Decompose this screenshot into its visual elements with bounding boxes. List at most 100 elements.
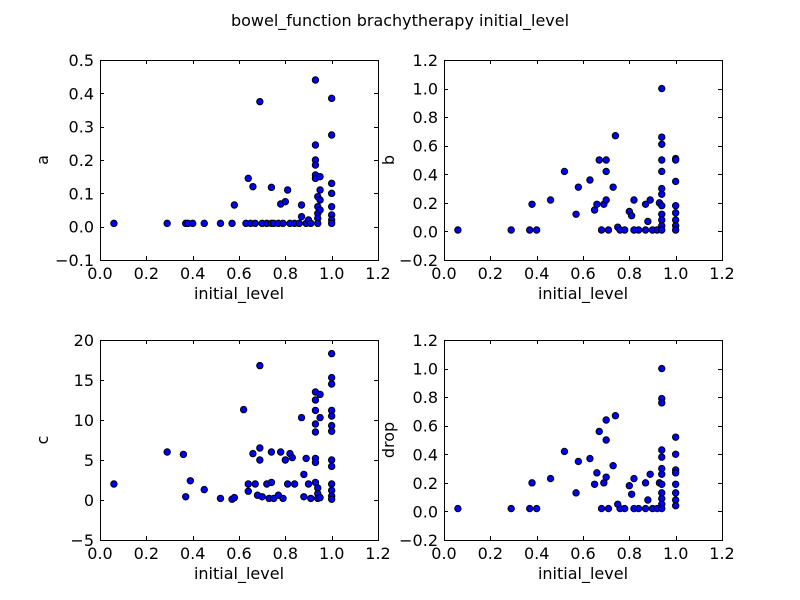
x-tick-label: 0.2 (478, 264, 503, 283)
y-tick-label: 1.0 (413, 360, 438, 379)
data-point (316, 172, 324, 181)
data-point (646, 196, 654, 204)
data-point (314, 219, 322, 228)
data-point (311, 406, 320, 415)
data-point (507, 504, 515, 513)
data-point (186, 477, 195, 485)
data-point (625, 482, 634, 490)
data-point (658, 480, 666, 488)
data-point (110, 219, 118, 228)
data-point (288, 453, 296, 462)
data-point (630, 196, 638, 204)
y-tick-label: 15 (74, 371, 94, 390)
y-tick-label: −0.2 (399, 531, 438, 550)
data-point (327, 189, 336, 198)
data-point (560, 167, 569, 176)
data-point (290, 480, 299, 488)
data-point (658, 453, 666, 461)
data-point (311, 76, 320, 84)
data-point (574, 183, 583, 191)
x-axis-label: initial_level (194, 284, 284, 304)
data-point (644, 217, 652, 226)
y-tick-label: 20 (74, 331, 94, 350)
data-point (590, 480, 599, 488)
data-point (560, 447, 569, 456)
data-point (597, 226, 606, 234)
x-tick-label: 1.2 (709, 544, 734, 563)
data-point (593, 200, 601, 208)
data-point (327, 349, 336, 358)
data-point (251, 219, 259, 228)
data-point (316, 390, 324, 399)
data-point (230, 493, 239, 502)
data-point (644, 496, 652, 504)
data-point (281, 456, 290, 464)
y-axis-label: a (33, 155, 52, 165)
data-point (188, 219, 197, 228)
x-tick-label: 0.8 (617, 264, 642, 283)
x-tick-label: 0.4 (180, 264, 205, 283)
data-point (283, 186, 292, 194)
data-point (454, 504, 462, 513)
data-point (602, 196, 610, 204)
data-point (216, 494, 225, 503)
x-tick-label: 1.2 (365, 264, 390, 283)
data-point (110, 480, 118, 488)
data-point (528, 479, 536, 487)
data-point (244, 174, 252, 183)
data-point (316, 206, 324, 214)
y-tick-label: −5 (70, 531, 94, 550)
data-point (671, 177, 680, 186)
data-point (297, 201, 306, 209)
data-point (507, 226, 515, 234)
data-point (671, 450, 680, 458)
data-point (307, 494, 315, 503)
y-axis-label: drop (379, 422, 398, 458)
x-tick-label: 0.0 (431, 544, 456, 563)
data-point (239, 405, 248, 414)
y-tick-label: 0.3 (69, 118, 94, 137)
data-point (281, 197, 290, 206)
data-point (671, 489, 680, 497)
data-point (609, 462, 617, 470)
x-tick-label: 0.6 (570, 544, 595, 563)
data-point (311, 141, 320, 149)
x-tick-label: 1.0 (319, 544, 344, 563)
data-point (526, 504, 534, 513)
y-tick-label: 0.2 (413, 194, 438, 213)
x-tick-label: 0.6 (226, 544, 251, 563)
data-point (327, 202, 336, 211)
data-point (311, 396, 320, 404)
data-point (316, 413, 324, 422)
data-point (611, 132, 620, 140)
data-point (630, 474, 638, 483)
data-point (256, 97, 264, 106)
x-tick-label: 1.0 (319, 264, 344, 283)
data-point (611, 412, 620, 420)
data-point (546, 474, 555, 483)
data-point (327, 495, 336, 503)
y-tick-label: 10 (74, 411, 94, 430)
data-point (327, 412, 336, 420)
y-tick-label: 1.2 (413, 51, 438, 70)
data-point (634, 504, 643, 513)
data-point (671, 226, 680, 234)
data-point (327, 179, 336, 188)
data-point (267, 183, 276, 192)
data-point (316, 196, 324, 204)
subplot-c: 0.0 0.2 0.4 0.6 0.8 1.0 1.2 −5 0 5 10 15 20 initial_l… (33, 331, 391, 584)
data-point (277, 448, 285, 456)
data-point (595, 427, 603, 436)
data-point (658, 399, 666, 407)
data-point (200, 485, 208, 494)
y-tick-label: 0.0 (69, 218, 94, 237)
data-point (228, 219, 236, 228)
data-point (634, 226, 643, 234)
data-point (163, 448, 171, 456)
data-point (327, 94, 336, 103)
x-tick-label: 1.2 (365, 544, 390, 563)
data-point (244, 487, 252, 495)
data-point (671, 209, 680, 217)
y-tick-label: 0.0 (413, 502, 438, 521)
data-point (327, 373, 336, 382)
